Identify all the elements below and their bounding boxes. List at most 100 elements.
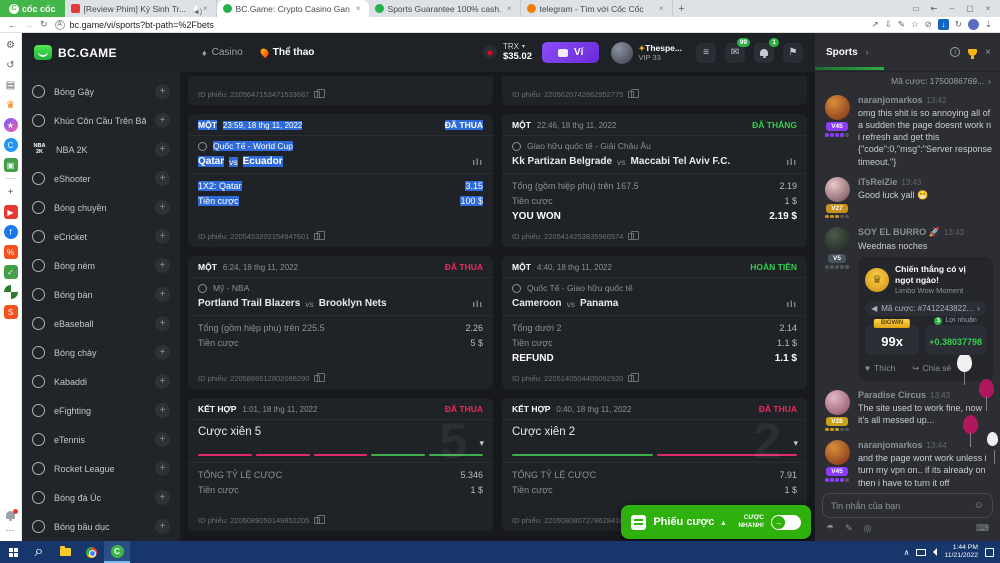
- wallet-button[interactable]: Ví: [542, 42, 600, 63]
- bcgame-logo[interactable]: BC.GAME: [22, 45, 180, 60]
- browser-tab[interactable]: BC.Game: Crypto Casino Gan... ×: [216, 0, 369, 17]
- avatar[interactable]: [824, 227, 850, 253]
- add-favorite-button[interactable]: +: [155, 374, 170, 389]
- url-text[interactable]: bc.game/vi/sports?bt-path=%2Fbets: [69, 19, 214, 30]
- messages-button[interactable]: ✉ 99: [725, 37, 750, 63]
- bet-card-partial[interactable]: ID phiếu: 2205647153471533687: [188, 76, 493, 105]
- sidebar-item-2[interactable]: Khúc Côn Cầu Trên Băng +: [22, 106, 180, 135]
- tab-close-icon[interactable]: ×: [355, 4, 361, 13]
- site-info-icon[interactable]: A: [54, 19, 65, 30]
- browser-tab[interactable]: telegram - Tìm với Cốc Cốc ×: [521, 0, 673, 17]
- tab-close-icon[interactable]: ×: [658, 4, 664, 13]
- emoji-icon[interactable]: ☺: [973, 500, 984, 511]
- expand-caret-icon[interactable]: ▾: [479, 438, 484, 448]
- tab-close-icon[interactable]: ×: [202, 4, 208, 13]
- youtube-icon[interactable]: ▶: [3, 205, 18, 219]
- rain-tip-icon[interactable]: ☂: [826, 523, 835, 533]
- minimize-button[interactable]: –: [949, 4, 955, 13]
- match-stats-icon[interactable]: ılı: [786, 156, 797, 167]
- sidebar-item-16[interactable]: Bóng bầu dục +: [22, 512, 180, 541]
- chat-rules-icon[interactable]: i: [950, 47, 961, 57]
- sidebar-item-3[interactable]: NBA 2K NBA 2K +: [22, 135, 180, 164]
- copy-icon[interactable]: [628, 373, 639, 382]
- copy-icon[interactable]: [314, 373, 325, 382]
- share-button[interactable]: ↪ Chia sẻ: [911, 363, 951, 374]
- chat-username[interactable]: SOY EL BURRO 🚀 13:43: [858, 227, 964, 238]
- win-bet-id[interactable]: ◀ Mã cược: #7412243822... ›: [865, 300, 986, 316]
- share-extension-icon[interactable]: ↗: [871, 19, 879, 29]
- avatar[interactable]: [824, 389, 850, 415]
- messenger-icon[interactable]: ★: [3, 118, 18, 132]
- copy-icon[interactable]: [314, 89, 325, 98]
- quick-bet-toggle[interactable]: →: [771, 514, 801, 530]
- sidebar-item-12[interactable]: eFighting +: [22, 396, 180, 425]
- shopee-icon[interactable]: S: [3, 305, 18, 319]
- add-favorite-button[interactable]: +: [155, 171, 170, 186]
- more-options-icon[interactable]: ⋯: [5, 525, 16, 535]
- reading-list-icon[interactable]: ▤: [5, 79, 16, 91]
- sale-icon[interactable]: %: [3, 245, 18, 259]
- downloads-icon[interactable]: ⇣: [984, 19, 992, 29]
- bet-card-partial[interactable]: ID phiếu: 2205620742862952775: [502, 76, 807, 105]
- chat-username[interactable]: naranjomarkos 13:44: [858, 440, 947, 451]
- sidebar-item-6[interactable]: eCricket +: [22, 222, 180, 251]
- tab-close-icon[interactable]: ×: [506, 4, 512, 13]
- add-favorite-button[interactable]: +: [155, 403, 170, 418]
- add-shortcut-icon[interactable]: +: [7, 186, 14, 198]
- add-favorite-button[interactable]: +: [155, 490, 170, 505]
- add-favorite-button[interactable]: +: [155, 113, 170, 128]
- chat-room-tab[interactable]: Sports: [815, 35, 884, 70]
- coccoc-menu-button[interactable]: C cốc cốc: [0, 0, 65, 17]
- back-button[interactable]: ←: [8, 19, 17, 30]
- format-icon[interactable]: ✎: [845, 523, 853, 533]
- chat-username[interactable]: iTsReiZie 13:43: [858, 176, 922, 187]
- idm-extension-icon[interactable]: ↓: [937, 19, 949, 30]
- coccoc-news-icon[interactable]: C: [3, 138, 18, 152]
- sidebar-item-9[interactable]: eBaseball +: [22, 309, 180, 338]
- taskbar-search-button[interactable]: ⌕: [34, 543, 44, 560]
- taskbar-clock[interactable]: 1:44 PM 11/21/2022: [944, 543, 978, 559]
- bet-card[interactable]: MỘT 6:24, 18 thg 11, 2022 ĐÃ THUA Mỹ - NBA P…: [188, 256, 493, 389]
- settings-icon[interactable]: ⚙: [6, 39, 15, 51]
- facebook-icon[interactable]: f: [3, 225, 18, 239]
- coccoc-taskbar-button[interactable]: C: [104, 541, 130, 563]
- tray-expand-icon[interactable]: ∧: [903, 547, 910, 557]
- avatar[interactable]: [824, 440, 850, 466]
- history-icon[interactable]: ↺: [6, 59, 15, 71]
- volume-icon[interactable]: [933, 548, 938, 556]
- chrome-button[interactable]: [78, 541, 104, 563]
- add-favorite-button[interactable]: +: [155, 461, 170, 476]
- sidebar-item-8[interactable]: Bóng bàn +: [22, 280, 180, 309]
- bet-card[interactable]: KẾT HỢP 1:01, 18 thg 11, 2022 ĐÃ THUA Cược …: [188, 398, 493, 531]
- notifications-button[interactable]: 1: [754, 37, 779, 63]
- sidebar-item-13[interactable]: eTennis +: [22, 425, 180, 454]
- chat-close-icon[interactable]: ×: [985, 46, 991, 58]
- copy-icon[interactable]: [314, 231, 325, 240]
- maximize-button[interactable]: ▢: [966, 4, 974, 13]
- sidebar-item-5[interactable]: Bóng chuyền +: [22, 193, 180, 222]
- sports-ball-icon[interactable]: [3, 285, 18, 299]
- chat-input[interactable]: Tin nhắn của bạn ☺: [822, 493, 993, 518]
- bet-card[interactable]: MỘT 22:46, 18 thg 11, 2022 ĐÃ THẮNG Giao hữ…: [502, 114, 807, 247]
- browser-tab[interactable]: [Review Phim] Ký Sinh Tr... ◄) ×: [65, 0, 217, 17]
- pin-window-icon[interactable]: ⇤: [930, 4, 938, 13]
- crown-rewards-icon[interactable]: ♛: [6, 99, 15, 111]
- add-favorite-button[interactable]: +: [155, 345, 170, 360]
- chat-username[interactable]: naranjomarkos 13:42: [858, 95, 947, 105]
- add-favorite-button[interactable]: +: [155, 258, 170, 273]
- sidebar-item-7[interactable]: Bóng ném +: [22, 251, 180, 280]
- nav-sports[interactable]: Thể thao: [258, 46, 314, 59]
- add-favorite-button[interactable]: +: [155, 142, 170, 157]
- avatar[interactable]: [824, 95, 850, 120]
- sidebar-item-14[interactable]: Rocket League +: [22, 454, 180, 483]
- like-button[interactable]: ♥ Thích: [865, 363, 895, 374]
- expand-caret-icon[interactable]: ▾: [793, 438, 798, 448]
- match-stats-icon[interactable]: ılı: [472, 298, 483, 309]
- match-stats-icon[interactable]: ılı: [472, 156, 483, 167]
- user-profile[interactable]: ✦Thespe... VIP 33: [611, 41, 682, 64]
- quests-button[interactable]: ⚑: [783, 42, 803, 63]
- add-favorite-button[interactable]: +: [155, 432, 170, 447]
- bookmark-star-icon[interactable]: ☆: [911, 19, 919, 29]
- big-win-card[interactable]: ♛ Chiến thắng có vị ngọt ngào! Limbo Wow M…: [858, 257, 993, 381]
- avatar[interactable]: [824, 176, 850, 202]
